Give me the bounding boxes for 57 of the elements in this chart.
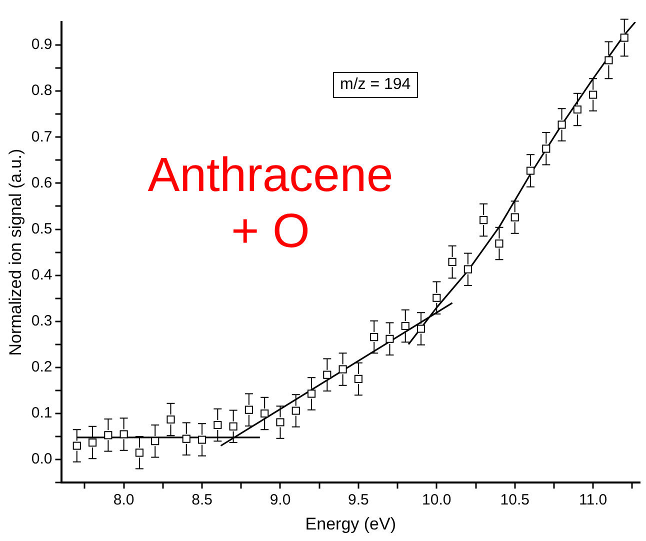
y-tick-label: 0.8 [31, 82, 52, 100]
point [526, 166, 535, 175]
y-axis-title: Normalized ion signal (a.u.) [6, 148, 25, 356]
y-tick-label: 0.9 [31, 36, 52, 54]
point [104, 431, 112, 440]
x-axis-title: Energy (eV) [305, 514, 396, 534]
point [292, 406, 300, 415]
point [198, 436, 206, 444]
point [72, 442, 81, 450]
point [88, 438, 97, 447]
point [573, 105, 582, 114]
x-tick-label: 10.5 [500, 492, 530, 509]
point [276, 418, 284, 426]
point [448, 258, 456, 266]
point [338, 365, 347, 374]
point [401, 322, 410, 330]
point [214, 420, 222, 430]
point [495, 240, 504, 248]
y-tick-label: 0.3 [31, 312, 52, 330]
point [464, 265, 472, 274]
x-tick-label: 11.0 [579, 492, 608, 509]
x-tick-label: 8.5 [192, 492, 212, 509]
y-tick-label: 0.6 [31, 174, 52, 192]
y-tick-label: 0.5 [31, 220, 52, 238]
point [244, 406, 253, 414]
point [542, 144, 550, 153]
point [386, 334, 394, 343]
y-tick-label: 0.0 [31, 450, 52, 468]
annotation: Anthracene + O [146, 148, 394, 260]
point [323, 370, 332, 379]
annotation: m/z = 194 [333, 72, 418, 98]
point [604, 56, 613, 64]
point [510, 213, 519, 222]
point [589, 90, 598, 99]
y-tick-label: 0.4 [31, 266, 52, 284]
point [260, 409, 269, 418]
point [354, 374, 362, 383]
x-tick-label: 8.0 [113, 492, 134, 509]
point [229, 422, 238, 430]
x-tick-label: 9.0 [270, 492, 291, 509]
point [620, 34, 628, 42]
point [135, 448, 144, 457]
x-tick-label: 10.0 [422, 492, 452, 509]
point [432, 294, 441, 302]
point [416, 324, 426, 333]
y-tick-label: 0.2 [31, 358, 52, 376]
point [370, 333, 378, 342]
y-tick-label: 0.7 [31, 128, 52, 146]
y-tick-label: 0.1 [31, 404, 52, 422]
point [558, 120, 566, 129]
point [151, 437, 160, 446]
point [480, 216, 488, 224]
x-tick-label: 9.5 [348, 492, 369, 509]
point [166, 415, 175, 424]
point [120, 430, 128, 438]
point [182, 434, 190, 443]
point [307, 390, 316, 398]
